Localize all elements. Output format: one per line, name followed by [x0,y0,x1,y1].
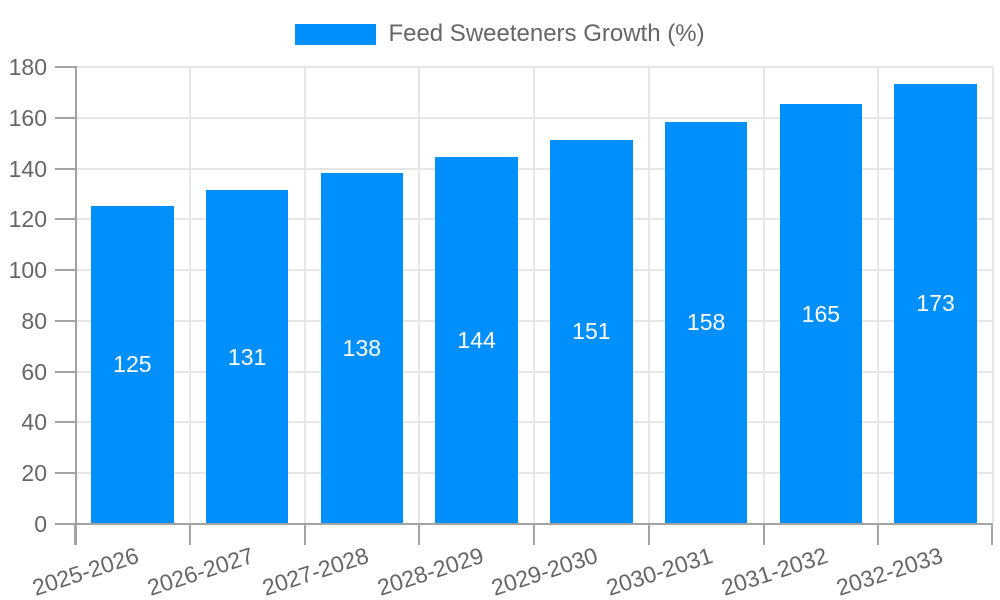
y-tick-mark [55,523,75,525]
bar-value-label: 125 [113,351,152,378]
bar-value-label: 158 [686,309,726,336]
y-tick-mark [55,319,75,322]
y-tick-mark [55,66,75,68]
bar: 144 [435,157,518,523]
bar: 173 [894,83,977,523]
gridline-v [418,66,421,523]
gridline-v [762,66,765,523]
x-tick-label: 2027-2028 [258,542,372,600]
y-tick-mark [55,269,75,272]
y-tick-mark [55,421,75,424]
gridline-v [533,66,535,523]
legend-label: Feed Sweeteners Growth (%) [388,20,705,47]
x-tick-mark [188,525,191,545]
legend-swatch [295,23,377,45]
y-tick-label: 80 [21,307,47,334]
bar: 131 [205,190,289,523]
x-tick-label: 2026-2027 [144,542,257,600]
bar-value-label: 131 [227,343,267,370]
x-tick-label: 2030-2031 [603,542,716,600]
x-axis-line [75,523,993,525]
x-tick-mark [647,525,650,545]
y-tick-label: 0 [34,511,47,537]
x-tick-mark [418,525,421,545]
bar-value-label: 151 [572,318,611,345]
gridline-v [877,66,880,523]
x-tick-mark [877,525,880,545]
gridline-v [647,66,650,523]
bar: 138 [320,172,404,523]
y-axis-line [75,66,77,545]
y-tick-label: 20 [21,460,47,487]
bar: 165 [779,104,863,523]
y-tick-label: 160 [8,104,47,131]
y-tick-mark [55,116,75,119]
x-tick-mark [303,525,306,545]
bar: 125 [91,205,174,523]
y-tick-label: 40 [21,409,47,436]
bar-value-label: 165 [801,300,841,327]
y-tick-label: 180 [8,54,47,80]
bar: 151 [550,139,633,523]
y-tick-mark [55,370,75,373]
y-tick-mark [55,472,75,475]
bar: 158 [664,121,748,523]
gridline-v [303,66,306,523]
plot-area: 0 20 40 60 80 100 120 140 160 180 125 2025-2026 131 2… [9,55,994,600]
bar-value-label: 138 [342,334,382,361]
x-tick-mark [533,525,535,545]
gridline-v [992,66,994,523]
y-tick-label: 120 [8,206,47,233]
y-tick-label: 60 [21,358,47,385]
y-tick-label: 100 [8,257,47,284]
x-tick-mark [991,525,993,545]
x-tick-label: 2031-2032 [717,542,831,600]
x-tick-label: 2032-2033 [832,542,946,600]
bar-value-label: 144 [457,327,496,354]
bar-value-label: 173 [916,290,955,317]
x-tick-label: 2025-2026 [29,542,143,600]
y-tick-label: 140 [8,155,47,182]
x-tick-mark [762,525,765,545]
x-tick-label: 2029-2030 [488,542,602,600]
gridline-v [188,66,191,523]
legend-item[interactable]: Feed Sweeteners Growth (%) [0,20,1000,48]
y-tick-mark [55,218,75,221]
x-tick-label: 2028-2029 [373,542,487,600]
y-tick-mark [55,167,75,170]
